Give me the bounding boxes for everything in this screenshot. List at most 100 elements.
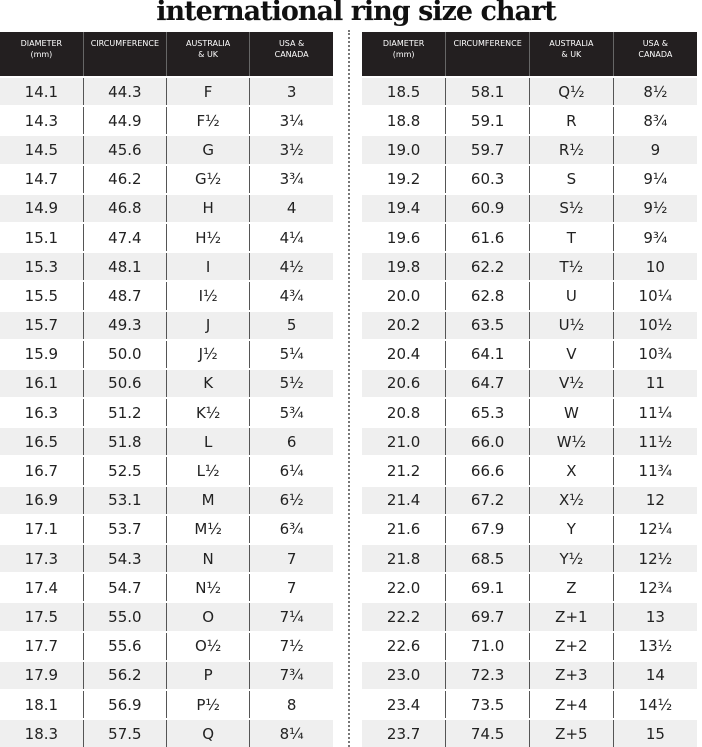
cell-usa-canada: 10½	[612, 309, 697, 340]
table-row: 15.7 49.3 J 5	[0, 309, 333, 340]
table-row: 16.1 50.6 K 5½	[0, 367, 333, 399]
table-row: 14.7 46.2 G½ 3¾	[0, 163, 333, 194]
cell-diameter: 18.3	[0, 718, 84, 747]
table-row: 19.4 60.9 S½ 9½	[362, 192, 697, 223]
cell-australia-uk: L½	[165, 455, 250, 486]
cell-circumference: 57.5	[82, 718, 167, 747]
cell-usa-canada: 6¾	[249, 513, 333, 544]
cell-circumference: 63.5	[445, 309, 530, 340]
cell-usa-canada: 10	[612, 251, 697, 282]
cell-diameter: 16.7	[0, 455, 84, 486]
cell-usa-canada: 12¼	[612, 513, 697, 544]
cell-circumference: 67.2	[445, 484, 530, 515]
cell-australia-uk: X	[529, 455, 614, 486]
table-row: 21.2 66.6 X 11¾	[362, 455, 697, 486]
cell-circumference: 56.2	[82, 659, 167, 690]
cell-diameter: 19.4	[362, 192, 446, 223]
table-row: 16.7 52.5 L½ 6¼	[0, 455, 333, 486]
cell-australia-uk: K½	[165, 397, 250, 428]
cell-australia-uk: M½	[165, 513, 250, 544]
table-row: 21.0 66.0 W½ 11½	[362, 426, 697, 457]
cell-australia-uk: Q½	[529, 75, 614, 107]
cell-diameter: 21.0	[362, 426, 446, 457]
table-row: 19.0 59.7 R½ 9	[362, 134, 697, 165]
cell-australia-uk: N½	[165, 572, 250, 603]
table-row: 18.3 57.5 Q 8¼	[0, 718, 333, 747]
cell-diameter: 17.9	[0, 659, 84, 690]
cell-diameter: 17.3	[0, 542, 84, 574]
table-row: 15.5 48.7 I½ 4¾	[0, 280, 333, 311]
table-row: 20.2 63.5 U½ 10½	[362, 309, 697, 340]
cell-circumference: 72.3	[445, 659, 530, 690]
cell-australia-uk: X½	[529, 484, 614, 515]
cell-circumference: 68.5	[445, 542, 530, 574]
cell-australia-uk: Z+3	[529, 659, 614, 690]
cell-diameter: 21.4	[362, 484, 446, 515]
cell-australia-uk: P	[165, 659, 250, 690]
table-row: 17.1 53.7 M½ 6¾	[0, 513, 333, 544]
cell-usa-canada: 7¾	[249, 659, 333, 690]
cell-usa-canada: 8¼	[249, 718, 333, 747]
cell-circumference: 51.8	[82, 426, 167, 457]
table-row: 23.7 74.5 Z+5 15	[362, 718, 697, 747]
cell-australia-uk: Z+2	[529, 630, 614, 661]
ring-size-table-left: DIAMETER (mm) CIRCUMFERENCE AUSTRALIA & UK…	[0, 32, 333, 747]
cell-circumference: 54.3	[82, 542, 167, 574]
cell-diameter: 16.9	[0, 484, 84, 515]
cell-usa-canada: 8	[249, 688, 333, 720]
cell-usa-canada: 3¼	[249, 105, 333, 136]
cell-circumference: 44.9	[82, 105, 167, 136]
cell-usa-canada: 12	[612, 484, 697, 515]
cell-usa-canada: 14	[612, 659, 697, 690]
cell-circumference: 66.0	[445, 426, 530, 457]
cell-australia-uk: P½	[165, 688, 250, 720]
cell-australia-uk: O½	[165, 630, 250, 661]
cell-diameter: 14.1	[0, 75, 84, 107]
cell-usa-canada: 10¾	[612, 338, 697, 369]
cell-diameter: 16.3	[0, 397, 84, 428]
cell-diameter: 19.8	[362, 251, 446, 282]
cell-diameter: 17.7	[0, 630, 84, 661]
cell-diameter: 19.2	[362, 163, 446, 194]
cell-diameter: 15.7	[0, 309, 84, 340]
cell-australia-uk: V	[529, 338, 614, 369]
cell-circumference: 56.9	[82, 688, 167, 720]
header-circumference: CIRCUMFERENCE	[445, 32, 530, 77]
cell-diameter: 15.3	[0, 251, 84, 282]
cell-australia-uk: U	[529, 280, 614, 311]
table-row: 20.0 62.8 U 10¼	[362, 280, 697, 311]
cell-circumference: 48.7	[82, 280, 167, 311]
table-row: 18.8 59.1 R 8¾	[362, 105, 697, 136]
table-row: 15.3 48.1 I 4½	[0, 251, 333, 282]
table-row: 21.8 68.5 Y½ 12½	[362, 542, 697, 574]
table-row: 21.6 67.9 Y 12¼	[362, 513, 697, 544]
cell-usa-canada: 7¼	[249, 601, 333, 632]
cell-circumference: 62.2	[445, 251, 530, 282]
table-row: 20.4 64.1 V 10¾	[362, 338, 697, 369]
cell-diameter: 14.3	[0, 105, 84, 136]
cell-circumference: 44.3	[82, 75, 167, 107]
cell-diameter: 20.2	[362, 309, 446, 340]
table-row: 19.8 62.2 T½ 10	[362, 251, 697, 282]
cell-circumference: 64.1	[445, 338, 530, 369]
cell-diameter: 17.1	[0, 513, 84, 544]
table-row: 19.6 61.6 T 9¾	[362, 221, 697, 253]
header-diameter: DIAMETER (mm)	[362, 32, 446, 77]
cell-usa-canada: 4	[249, 192, 333, 223]
header-row: DIAMETER (mm) CIRCUMFERENCE AUSTRALIA & UK…	[362, 32, 697, 77]
cell-australia-uk: H	[165, 192, 250, 223]
table-row: 22.6 71.0 Z+2 13½	[362, 630, 697, 661]
cell-diameter: 19.6	[362, 221, 446, 253]
cell-usa-canada: 5¼	[249, 338, 333, 369]
cell-australia-uk: G	[165, 134, 250, 165]
cell-australia-uk: T	[529, 221, 614, 253]
table-row: 23.4 73.5 Z+4 14½	[362, 688, 697, 720]
cell-usa-canada: 8¾	[612, 105, 697, 136]
table-row: 14.9 46.8 H 4	[0, 192, 333, 223]
cell-diameter: 16.1	[0, 367, 84, 399]
cell-circumference: 52.5	[82, 455, 167, 486]
cell-australia-uk: Z+1	[529, 601, 614, 632]
cell-diameter: 23.4	[362, 688, 446, 720]
cell-circumference: 48.1	[82, 251, 167, 282]
cell-australia-uk: K	[165, 367, 250, 399]
